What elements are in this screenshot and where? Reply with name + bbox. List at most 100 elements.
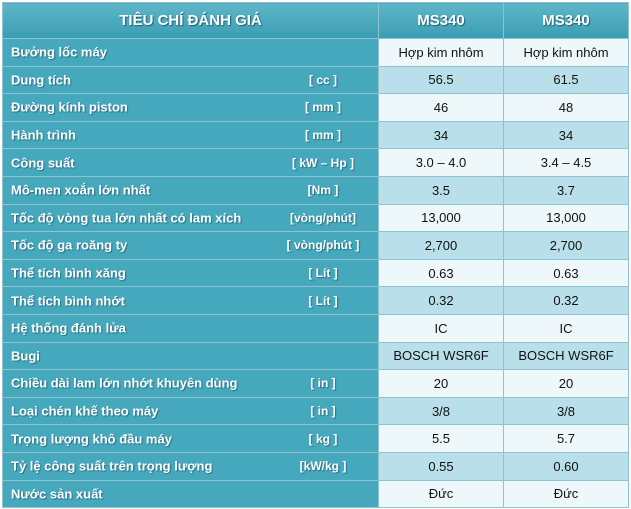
criterion-cell: Trọng lượng khô đầu máy [ kg ] bbox=[2, 424, 379, 453]
value-cell: 46 bbox=[378, 93, 504, 122]
row: Nước sản xuất Đức Đức bbox=[2, 479, 629, 509]
header-row: TIÊU CHÍ ĐÁNH GIÁ MS340 MS340 bbox=[2, 2, 629, 39]
criterion-label: Thể tích bình nhớt bbox=[11, 293, 125, 309]
value-cell: 2,700 bbox=[378, 231, 504, 260]
criterion-label: Dung tích bbox=[11, 72, 71, 88]
row: Mô-men xoắn lớn nhất [Nm ] 3.5 3.7 bbox=[2, 175, 629, 205]
value-cell: 34 bbox=[378, 120, 504, 150]
value-cell: Đức bbox=[503, 479, 629, 509]
criterion-cell: Thể tích bình nhớt [ Lít ] bbox=[2, 286, 379, 315]
unit-label: [ Lít ] bbox=[308, 266, 338, 281]
row: Tốc độ ga roăng ty [ vòng/phút ] 2,700 2,70… bbox=[2, 231, 629, 260]
unit-label: [vòng/phút] bbox=[290, 210, 356, 225]
criterion-label: Tỷ lệ công suất trên trọng lượng bbox=[11, 458, 213, 474]
criterion-label: Công suất bbox=[11, 155, 75, 171]
value-cell: Hợp kim nhôm bbox=[503, 38, 629, 67]
value-cell: Đức bbox=[378, 479, 504, 509]
criterion-cell: Bưởng lốc máy bbox=[2, 38, 379, 67]
row: Bưởng lốc máy Hợp kim nhôm Hợp kim nhôm bbox=[2, 38, 629, 67]
criterion-label: Hành trình bbox=[11, 127, 76, 143]
unit-label: [ cc ] bbox=[308, 72, 337, 87]
criterion-cell: Loại chén khế theo máy [ in ] bbox=[2, 396, 379, 426]
value-cell: 20 bbox=[378, 369, 504, 398]
unit-label: [ mm ] bbox=[305, 100, 341, 115]
row: Tốc độ vòng tua lớn nhất có lam xích [vòn… bbox=[2, 203, 629, 233]
value-cell: BOSCH WSR6F bbox=[378, 341, 504, 371]
row: Hệ thống đánh lửa IC IC bbox=[2, 313, 629, 343]
row: Bugi BOSCH WSR6F BOSCH WSR6F bbox=[2, 341, 629, 371]
criterion-cell: Tỷ lệ công suất trên trọng lượng [kW/kg ] bbox=[2, 451, 379, 481]
row: Hành trình [ mm ] 34 34 bbox=[2, 120, 629, 150]
unit-label: [ mm ] bbox=[305, 128, 341, 143]
value-cell: 0.55 bbox=[378, 451, 504, 481]
row: Thể tích bình xăng [ Lít ] 0.63 0.63 bbox=[2, 258, 629, 288]
row: Loại chén khế theo máy [ in ] 3/8 3/8 bbox=[2, 396, 629, 426]
value-cell: 0.63 bbox=[503, 258, 629, 288]
value-cell: IC bbox=[503, 313, 629, 343]
criterion-label: Loại chén khế theo máy bbox=[11, 403, 159, 419]
value-cell: 2,700 bbox=[503, 231, 629, 260]
criterion-cell: Tốc độ ga roăng ty [ vòng/phút ] bbox=[2, 231, 379, 260]
value-cell: 3.7 bbox=[503, 175, 629, 205]
value-cell: 5.5 bbox=[378, 424, 504, 453]
value-cell: 56.5 bbox=[378, 65, 504, 95]
criterion-label: Đường kính piston bbox=[11, 99, 128, 115]
value-cell: 48 bbox=[503, 93, 629, 122]
value-cell: 5.7 bbox=[503, 424, 629, 453]
unit-label: [ Lít ] bbox=[308, 293, 338, 308]
criterion-label: Tốc độ ga roăng ty bbox=[11, 237, 128, 253]
criterion-cell: Dung tích [ cc ] bbox=[2, 65, 379, 95]
criterion-cell: Bugi bbox=[2, 341, 379, 371]
table-body: Bưởng lốc máy Hợp kim nhôm Hợp kim nhôm Dun… bbox=[2, 38, 629, 509]
value-cell: Hợp kim nhôm bbox=[378, 38, 504, 67]
criterion-cell: Chiều dài lam lớn nhớt khuyên dùng [ in ] bbox=[2, 369, 379, 398]
criterion-label: Nước sản xuất bbox=[11, 486, 103, 502]
value-cell: 0.32 bbox=[378, 286, 504, 315]
header-cell: MS340 bbox=[503, 2, 629, 39]
value-cell: 3.5 bbox=[378, 175, 504, 205]
row: Tỷ lệ công suất trên trọng lượng [kW/kg ]… bbox=[2, 451, 629, 481]
criterion-label: Trọng lượng khô đầu máy bbox=[11, 431, 172, 447]
unit-label: [kW/kg ] bbox=[299, 459, 347, 474]
criterion-cell: Hệ thống đánh lửa bbox=[2, 313, 379, 343]
criterion-cell: Tốc độ vòng tua lớn nhất có lam xích [vòn… bbox=[2, 203, 379, 233]
row: Công suất [ kW – Hp ] 3.0 – 4.0 3.4 – 4.5 bbox=[2, 148, 629, 177]
value-cell: 61.5 bbox=[503, 65, 629, 95]
unit-label: [ kg ] bbox=[308, 431, 338, 446]
criterion-cell: Nước sản xuất bbox=[2, 479, 379, 509]
criterion-cell: Hành trình [ mm ] bbox=[2, 120, 379, 150]
header-cell: TIÊU CHÍ ĐÁNH GIÁ bbox=[2, 2, 379, 39]
value-cell: 0.32 bbox=[503, 286, 629, 315]
criterion-cell: Mô-men xoắn lớn nhất [Nm ] bbox=[2, 175, 379, 205]
value-cell: 34 bbox=[503, 120, 629, 150]
criterion-cell: Đường kính piston [ mm ] bbox=[2, 93, 379, 122]
value-cell: 3/8 bbox=[503, 396, 629, 426]
criterion-cell: Thể tích bình xăng [ Lít ] bbox=[2, 258, 379, 288]
unit-label: [ kW – Hp ] bbox=[292, 155, 354, 170]
value-cell: IC bbox=[378, 313, 504, 343]
criterion-label: Thể tích bình xăng bbox=[11, 265, 126, 281]
criterion-label: Chiều dài lam lớn nhớt khuyên dùng bbox=[11, 375, 238, 391]
value-cell: 20 bbox=[503, 369, 629, 398]
value-cell: 3/8 bbox=[378, 396, 504, 426]
criterion-label: Hệ thống đánh lửa bbox=[11, 320, 126, 336]
value-cell: 13,000 bbox=[503, 203, 629, 233]
row: Dung tích [ cc ] 56.5 61.5 bbox=[2, 65, 629, 95]
unit-label: [ in ] bbox=[310, 376, 336, 391]
value-cell: 0.60 bbox=[503, 451, 629, 481]
criterion-label: Bưởng lốc máy bbox=[11, 44, 107, 60]
criterion-label: Mô-men xoắn lớn nhất bbox=[11, 182, 151, 198]
value-cell: BOSCH WSR6F bbox=[503, 341, 629, 371]
value-cell: 3.0 – 4.0 bbox=[378, 148, 504, 177]
row: Chiều dài lam lớn nhớt khuyên dùng [ in ]… bbox=[2, 369, 629, 398]
criterion-cell: Công suất [ kW – Hp ] bbox=[2, 148, 379, 177]
header-cell: MS340 bbox=[378, 2, 504, 39]
row: Đường kính piston [ mm ] 46 48 bbox=[2, 93, 629, 122]
value-cell: 0.63 bbox=[378, 258, 504, 288]
row: Trọng lượng khô đầu máy [ kg ] 5.5 5.7 bbox=[2, 424, 629, 453]
criterion-label: Tốc độ vòng tua lớn nhất có lam xích bbox=[11, 210, 242, 226]
unit-label: [ vòng/phút ] bbox=[286, 238, 360, 253]
unit-label: [ in ] bbox=[310, 404, 336, 419]
